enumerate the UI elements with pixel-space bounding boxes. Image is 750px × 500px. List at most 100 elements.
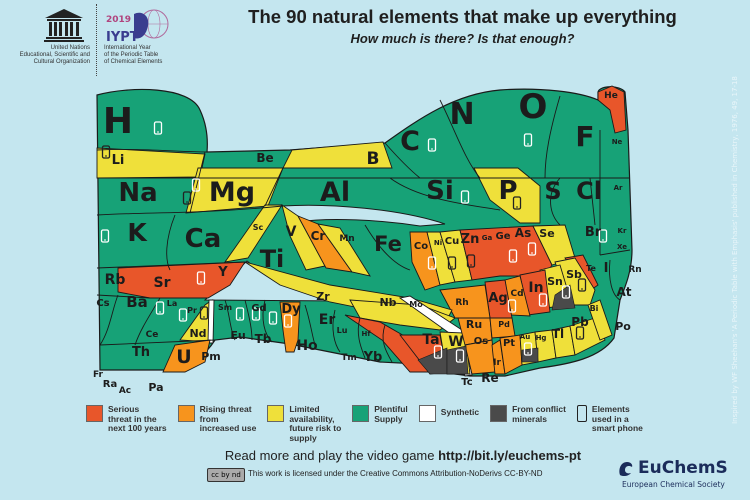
video-game-link[interactable]: http://bit.ly/euchems-pt <box>438 448 582 463</box>
element-symbol-cl[interactable]: Cl <box>576 177 602 205</box>
unesco-line: Cultural Organization <box>33 59 90 65</box>
element-symbol-o[interactable]: O <box>519 87 548 127</box>
element-symbol-k[interactable]: K <box>127 218 148 247</box>
element-symbol-f[interactable]: F <box>575 120 594 153</box>
element-symbol-ga[interactable]: Ga <box>482 234 493 242</box>
element-symbol-tb[interactable]: Tb <box>255 332 272 346</box>
element-symbol-ra[interactable]: Ra <box>103 379 117 390</box>
element-symbol-ti[interactable]: Ti <box>260 245 285 273</box>
element-symbol-ne[interactable]: Ne <box>612 138 623 146</box>
element-symbol-pb[interactable]: Pb <box>571 315 589 329</box>
element-symbol-pd[interactable]: Pd <box>498 320 510 329</box>
element-symbol-as[interactable]: As <box>515 226 531 240</box>
element-symbol-be[interactable]: Be <box>256 151 273 165</box>
element-symbol-kr[interactable]: Kr <box>618 227 627 235</box>
legend-item-phone: Elements used in a smart phone <box>576 404 643 434</box>
element-symbol-pm[interactable]: Pm <box>201 350 221 363</box>
element-symbol-c[interactable]: C <box>400 126 420 157</box>
element-symbol-au[interactable]: Au <box>520 333 530 341</box>
element-symbol-ce[interactable]: Ce <box>146 330 159 340</box>
element-symbol-nd[interactable]: Nd <box>189 327 206 340</box>
element-symbol-zr[interactable]: Zr <box>316 290 330 303</box>
element-symbol-po[interactable]: Po <box>615 320 631 333</box>
element-symbol-lu[interactable]: Lu <box>337 326 348 335</box>
element-symbol-os[interactable]: Os <box>474 336 489 347</box>
element-symbol-sr[interactable]: Sr <box>154 275 171 291</box>
element-symbol-ta[interactable]: Ta <box>422 332 439 348</box>
element-symbol-sc[interactable]: Sc <box>253 223 264 232</box>
element-symbol-ge[interactable]: Ge <box>496 231 511 242</box>
element-symbol-ru[interactable]: Ru <box>466 318 482 331</box>
element-symbol-he[interactable]: He <box>604 91 618 101</box>
element-symbol-rh[interactable]: Rh <box>455 298 468 308</box>
element-symbol-ar[interactable]: Ar <box>614 184 623 192</box>
element-symbol-mn[interactable]: Mn <box>339 234 354 244</box>
element-symbol-fe[interactable]: Fe <box>374 232 402 256</box>
element-symbol-er[interactable]: Er <box>319 312 336 328</box>
element-symbol-cs[interactable]: Cs <box>96 298 109 309</box>
element-symbol-h[interactable]: H <box>103 101 133 142</box>
element-symbol-th[interactable]: Th <box>132 345 150 360</box>
element-symbol-li[interactable]: Li <box>112 153 125 168</box>
element-symbol-mo[interactable]: Mo <box>409 300 423 309</box>
element-symbol-tl[interactable]: Tl <box>552 327 564 341</box>
element-symbol-s[interactable]: S <box>544 177 561 205</box>
element-symbol-dy[interactable]: Dy <box>281 302 301 317</box>
element-symbol-w[interactable]: W <box>448 334 463 350</box>
element-symbol-br[interactable]: Br <box>585 225 602 240</box>
element-symbol-zn[interactable]: Zn <box>461 232 480 247</box>
element-symbol-b[interactable]: B <box>367 149 380 169</box>
element-symbol-na[interactable]: Na <box>118 178 157 208</box>
element-symbol-hg[interactable]: Hg <box>536 334 547 342</box>
element-symbol-xe[interactable]: Xe <box>617 243 627 251</box>
element-symbol-ir[interactable]: Ir <box>493 358 501 368</box>
element-symbol-se[interactable]: Se <box>539 227 554 240</box>
element-symbol-pr[interactable]: Pr <box>187 306 197 315</box>
element-symbol-p[interactable]: P <box>498 176 517 206</box>
element-symbol-mg[interactable]: Mg <box>209 177 255 208</box>
element-symbol-tc[interactable]: Tc <box>461 377 472 388</box>
iypt-line: of the Periodic Table <box>104 52 159 58</box>
element-symbol-sm[interactable]: Sm <box>218 303 232 312</box>
element-symbol-sb[interactable]: Sb <box>566 268 582 281</box>
element-symbol-n[interactable]: N <box>449 97 474 132</box>
element-symbol-hf[interactable]: Hf <box>362 330 372 338</box>
element-symbol-u[interactable]: U <box>176 346 191 368</box>
element-symbol-ho[interactable]: Ho <box>296 338 318 354</box>
element-symbol-rb[interactable]: Rb <box>105 272 126 288</box>
element-symbol-pa[interactable]: Pa <box>148 381 163 394</box>
element-symbol-al[interactable]: Al <box>320 177 350 208</box>
element-symbol-ni[interactable]: Ni <box>434 239 442 247</box>
element-symbol-te[interactable]: Te <box>586 264 596 273</box>
element-symbol-pt[interactable]: Pt <box>503 338 515 349</box>
logo-divider <box>96 4 97 76</box>
element-symbol-fr[interactable]: Fr <box>93 370 104 380</box>
element-symbol-gd[interactable]: Gd <box>251 303 266 314</box>
element-symbol-si[interactable]: Si <box>426 176 454 206</box>
element-symbol-tm[interactable]: Tm <box>341 353 357 363</box>
element-symbol-ac[interactable]: Ac <box>119 386 131 396</box>
element-symbol-bi[interactable]: Bi <box>590 304 599 313</box>
element-symbol-yb[interactable]: Yb <box>363 350 383 365</box>
element-symbol-cd[interactable]: Cd <box>510 289 523 299</box>
unesco-logo <box>44 8 84 42</box>
cc-license-badge[interactable]: cc by nd <box>207 468 245 482</box>
element-symbol-in[interactable]: In <box>528 280 543 296</box>
element-symbol-y[interactable]: Y <box>217 265 228 280</box>
element-symbol-eu[interactable]: Eu <box>230 329 245 342</box>
element-symbol-la[interactable]: La <box>167 299 178 308</box>
element-symbol-co[interactable]: Co <box>414 241 428 252</box>
element-symbol-ba[interactable]: Ba <box>126 293 148 311</box>
element-symbol-re[interactable]: Re <box>481 371 498 385</box>
element-symbol-rn[interactable]: Rn <box>628 265 641 275</box>
element-symbol-cu[interactable]: Cu <box>445 236 459 247</box>
element-symbol-cr[interactable]: Cr <box>311 229 326 243</box>
element-symbol-v[interactable]: V <box>286 224 297 240</box>
smartphone-icon <box>507 299 517 313</box>
element-symbol-at[interactable]: At <box>616 285 631 299</box>
element-symbol-ca[interactable]: Ca <box>185 224 222 254</box>
element-symbol-ag[interactable]: Ag <box>488 291 507 306</box>
element-symbol-sn[interactable]: Sn <box>547 275 563 288</box>
element-symbol-nb[interactable]: Nb <box>379 296 396 309</box>
element-symbol-i[interactable]: I <box>604 261 609 276</box>
